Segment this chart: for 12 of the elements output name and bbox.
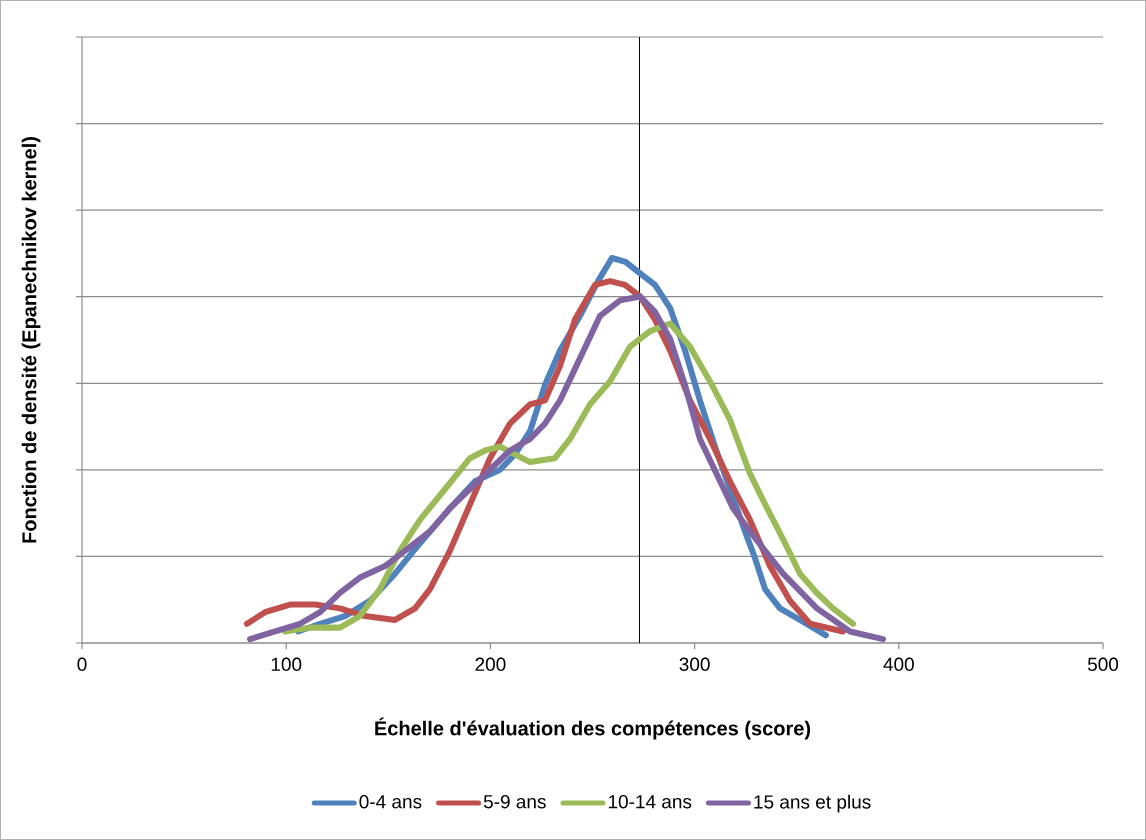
legend-label: 15 ans et plus [754,794,871,813]
legend-label: 10-14 ans [608,794,692,809]
y-axis-title: Fonction de densité (Epanechnikov kernel) [21,137,41,543]
x-tick-label: 200 [475,657,506,671]
x-tick-label: 400 [883,657,914,671]
legend-label: 0-4 ans [359,794,422,809]
x-axis-title: Échelle d'évaluation des compétences (score) [375,717,811,740]
x-tick-label: 300 [679,657,710,671]
x-tick-label: 0 [77,657,87,671]
x-tick-label: 100 [271,657,302,671]
legend-label: 5-9 ans [483,794,546,809]
x-tick-label: 500 [1087,657,1119,671]
